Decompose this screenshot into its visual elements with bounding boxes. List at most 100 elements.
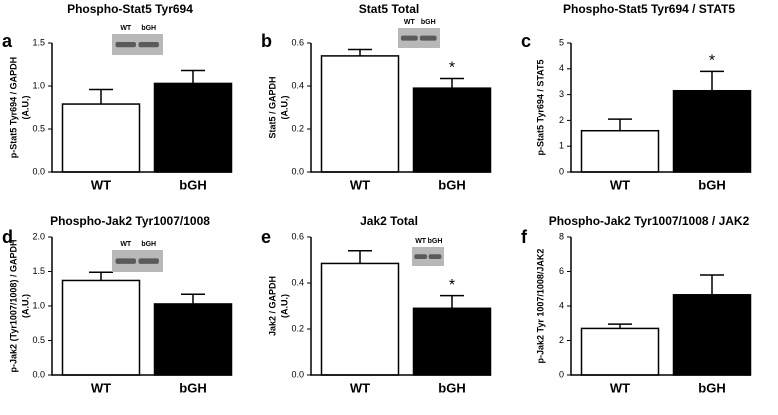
bar [412,307,492,376]
y-tick-label: 0 [559,166,564,176]
blot-image [112,34,163,55]
blot-label: bGH [141,25,156,32]
panel: d Phospho-Jak2 Tyr1007/1008 p-Jak2 (Tyr100… [2,214,233,395]
y-tick-label: 8 [559,231,564,241]
y-axis-unit: (A.U.) [20,294,30,318]
blot-band [115,258,136,264]
y-tick-label: 0.0 [32,166,45,176]
x-tick-label: bGH [438,177,465,192]
panel: c Phospho-Stat5 Tyr694 / STAT5 p-Stat5 Tyr… [521,2,752,192]
y-tick-label: 0.0 [291,369,304,379]
bar [672,294,752,376]
x-tick-label: WT [610,177,630,192]
bar [320,55,400,173]
panel-title: Jak2 Total [360,214,418,228]
panel-title: Phospho-Stat5 Tyr694 / STAT5 [563,2,735,16]
significance-mark: * [709,53,715,70]
blot-band [138,41,159,48]
significance-mark: * [449,60,455,77]
y-tick-label: 0.2 [291,123,304,133]
y-tick-label: 0.5 [32,335,45,345]
x-tick-label: bGH [179,177,206,192]
y-tick-label: 0.0 [32,369,45,379]
y-tick-label: 1 [559,141,564,151]
y-tick-label: 0.2 [291,323,304,333]
y-tick-label: 4 [559,63,564,73]
y-axis-label: p-Jak2 (Tyr1007/1008) / GAPDH [8,240,18,373]
y-tick-label: 0.4 [291,277,304,287]
x-tick-label: WT [91,177,111,192]
x-tick-label: WT [610,380,630,395]
y-axis-label: p-Stat5 Tyr694 / GAPDH [8,57,18,158]
x-tick-label: WT [350,380,370,395]
blot-label: WT [120,25,132,32]
y-axis-label: Jak2 / GAPDH [267,276,277,336]
bar [153,82,233,173]
blot-band [400,35,418,41]
panel-title: Phospho-Jak2 Tyr1007/1008 / JAK2 [549,214,750,228]
panel-letter: a [2,31,13,51]
y-tick-label: 2.0 [32,231,45,241]
blot-band [428,254,442,259]
x-tick-label: bGH [438,380,465,395]
bar [412,87,492,173]
x-tick-label: WT [91,380,111,395]
panel-title: Stat5 Total [359,2,419,16]
y-tick-label: 3 [559,89,564,99]
blot-label: WT [404,19,416,26]
blot-image [112,250,163,272]
panel-letter: b [261,31,272,51]
blot-label: WT [120,241,132,248]
y-axis-unit: (A.U.) [279,96,289,120]
blot-band [414,254,428,259]
blot-band [138,258,159,264]
panel-title: Phospho-Jak2 Tyr1007/1008 [50,214,210,228]
y-tick-label: 2 [559,115,564,125]
y-tick-label: 0.6 [291,37,304,47]
x-tick-label: bGH [698,380,725,395]
panel: b Stat5 Total Stat5 / GAPDH (A.U.) 0.0 0.2 0.4… [261,2,492,192]
y-axis-label: Stat5 / GAPDH [267,76,277,138]
blot-image [412,247,444,266]
blot-label: bGH [141,241,156,248]
panel: e Jak2 Total Jak2 / GAPDH (A.U.) 0.0 0.2 0.4 0.… [261,214,492,395]
panel-letter: d [2,227,13,247]
bar [672,89,752,173]
panel: a Phospho-Stat5 Tyr694 p-Stat5 Tyr694 / GA… [2,2,233,192]
y-tick-label: 6 [559,266,564,276]
blot-label: WT [415,238,427,245]
panel-title: Phospho-Stat5 Tyr694 [67,2,193,16]
y-axis-unit: (A.U.) [279,294,289,318]
blot-band [419,35,437,41]
y-tick-label: 0 [559,369,564,379]
y-tick-label: 2 [559,335,564,345]
y-tick-label: 1.5 [32,266,45,276]
significance-mark: * [449,277,455,294]
y-tick-label: 0.4 [291,80,304,90]
blot-label: bGH [428,238,443,245]
blot-band [115,41,136,48]
y-axis-label: p-Jak2 Tyr 1007/1008/JAK2 [535,249,545,364]
y-tick-label: 0.0 [291,166,304,176]
y-tick-label: 1.0 [32,80,45,90]
bar [580,327,660,376]
panel-letter: c [521,31,531,51]
y-axis-unit: (A.U.) [20,96,30,120]
y-tick-label: 4 [559,300,564,310]
x-tick-label: bGH [698,177,725,192]
blot-image [398,28,440,48]
bar [153,303,233,376]
x-tick-label: WT [350,177,370,192]
y-tick-label: 1.5 [32,37,45,47]
y-tick-label: 0.5 [32,123,45,133]
y-tick-label: 5 [559,37,564,47]
bar [320,262,400,376]
bar [61,103,141,173]
panel-letter: e [261,227,271,247]
y-tick-label: 1.0 [32,300,45,310]
y-tick-label: 0.6 [291,231,304,241]
blot-label: bGH [421,19,436,26]
bar [61,279,141,376]
panel: f Phospho-Jak2 Tyr1007/1008 / JAK2 p-Jak2 … [521,214,752,395]
